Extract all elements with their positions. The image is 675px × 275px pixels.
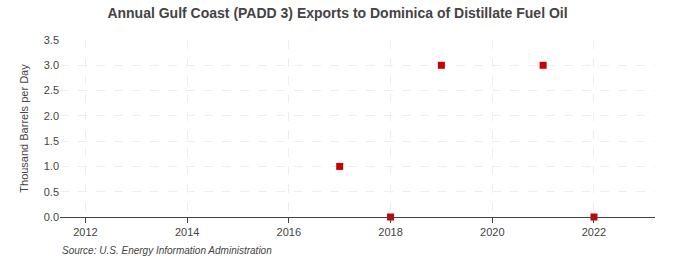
svg-text:Thousand Barrels per Day: Thousand Barrels per Day bbox=[18, 64, 30, 193]
svg-text:0.0: 0.0 bbox=[44, 211, 59, 223]
svg-text:2012: 2012 bbox=[73, 226, 97, 238]
svg-text:2.0: 2.0 bbox=[44, 110, 59, 122]
svg-text:2016: 2016 bbox=[277, 226, 301, 238]
svg-text:3.0: 3.0 bbox=[44, 59, 59, 71]
svg-text:2014: 2014 bbox=[175, 226, 199, 238]
svg-text:2020: 2020 bbox=[480, 226, 504, 238]
svg-text:2022: 2022 bbox=[582, 226, 606, 238]
svg-text:2018: 2018 bbox=[378, 226, 402, 238]
svg-text:1.0: 1.0 bbox=[44, 160, 59, 172]
svg-text:2.5: 2.5 bbox=[44, 84, 59, 96]
svg-text:3.5: 3.5 bbox=[44, 34, 59, 46]
svg-text:Source: U.S. Energy Informatio: Source: U.S. Energy Information Administ… bbox=[62, 245, 272, 256]
svg-text:Annual Gulf Coast (PADD 3) Exp: Annual Gulf Coast (PADD 3) Exports to Do… bbox=[107, 5, 567, 21]
svg-text:1.5: 1.5 bbox=[44, 135, 59, 147]
svg-text:0.5: 0.5 bbox=[44, 186, 59, 198]
